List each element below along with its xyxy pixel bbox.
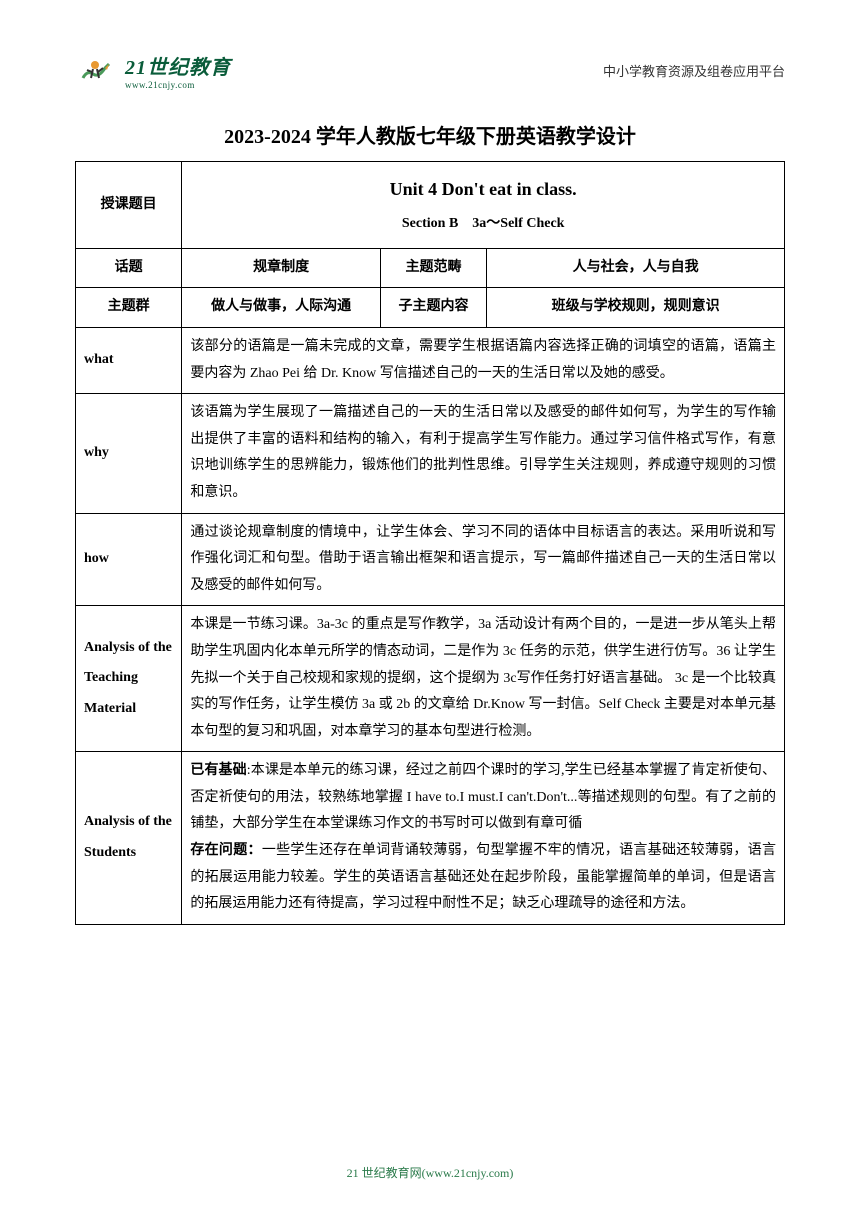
unit-title-cell: Unit 4 Don't eat in class. Section B 3a～… (182, 162, 785, 249)
logo-main-text: 21世纪教育 (125, 51, 231, 80)
topic-label: 话题 (76, 248, 182, 288)
logo-icon (75, 50, 120, 90)
analysis-teaching-label: Analysis of the Teaching Material (76, 606, 182, 752)
theme-group-label: 主题群 (76, 288, 182, 328)
theme-scope-label: 主题范畴 (380, 248, 486, 288)
table-row: what 该部分的语篇是一篇未完成的文章，需要学生根据语篇内容选择正确的词填空的… (76, 327, 785, 393)
logo-section: 21世纪教育 www.21cnjy.com (75, 50, 231, 90)
page-title: 2023-2024 学年人教版七年级下册英语教学设计 (75, 120, 785, 149)
what-label: what (76, 327, 182, 393)
sub-theme-label: 子主题内容 (380, 288, 486, 328)
header-right-text: 中小学教育资源及组卷应用平台 (603, 61, 785, 80)
how-label: how (76, 513, 182, 606)
what-content: 该部分的语篇是一篇未完成的文章，需要学生根据语篇内容选择正确的词填空的语篇，语篇… (182, 327, 785, 393)
why-label: why (76, 394, 182, 513)
table-row: how 通过谈论规章制度的情境中，让学生体会、学习不同的语体中目标语言的表达。采… (76, 513, 785, 606)
existing-problems-label: 存在问题： (190, 843, 261, 858)
existing-basis-content: :本课是本单元的练习课，经过之前四个课时的学习,学生已经基本掌握了肯定祈使句、否… (190, 763, 776, 831)
table-row: Analysis of the Teaching Material 本课是一节练… (76, 606, 785, 752)
lesson-plan-table: 授课题目 Unit 4 Don't eat in class. Section … (75, 161, 785, 925)
theme-group-value: 做人与做事，人际沟通 (182, 288, 381, 328)
analysis-teaching-content: 本课是一节练习课。3a-3c 的重点是写作教学，3a 活动设计有两个目的，一是进… (182, 606, 785, 752)
table-row: 话题 规章制度 主题范畴 人与社会，人与自我 (76, 248, 785, 288)
table-row: Analysis of the Students 已有基础:本课是本单元的练习课… (76, 752, 785, 925)
logo-text: 21世纪教育 www.21cnjy.com (125, 51, 231, 90)
page-footer: 21 世纪教育网(www.21cnjy.com) (0, 1164, 860, 1181)
table-row: 授课题目 Unit 4 Don't eat in class. Section … (76, 162, 785, 249)
existing-basis-label: 已有基础 (190, 763, 246, 778)
why-content: 该语篇为学生展现了一篇描述自己的一天的生活日常以及感受的邮件如何写，为学生的写作… (182, 394, 785, 513)
page-header: 21世纪教育 www.21cnjy.com 中小学教育资源及组卷应用平台 (75, 50, 785, 95)
lesson-topic-label: 授课题目 (76, 162, 182, 249)
existing-problems-content: 一些学生还存在单词背诵较薄弱，句型掌握不牢的情况，语言基础还较薄弱，语言的拓展运… (190, 843, 776, 911)
unit-title: Unit 4 Don't eat in class. (192, 172, 774, 206)
analysis-students-label: Analysis of the Students (76, 752, 182, 925)
topic-value: 规章制度 (182, 248, 381, 288)
analysis-students-content: 已有基础:本课是本单元的练习课，经过之前四个课时的学习,学生已经基本掌握了肯定祈… (182, 752, 785, 925)
sub-theme-value: 班级与学校规则，规则意识 (487, 288, 785, 328)
unit-subtitle: Section B 3a～Self Check (192, 211, 774, 238)
table-row: why 该语篇为学生展现了一篇描述自己的一天的生活日常以及感受的邮件如何写，为学… (76, 394, 785, 513)
table-row: 主题群 做人与做事，人际沟通 子主题内容 班级与学校规则，规则意识 (76, 288, 785, 328)
logo-sub-text: www.21cnjy.com (125, 80, 231, 90)
theme-scope-value: 人与社会，人与自我 (487, 248, 785, 288)
how-content: 通过谈论规章制度的情境中，让学生体会、学习不同的语体中目标语言的表达。采用听说和… (182, 513, 785, 606)
